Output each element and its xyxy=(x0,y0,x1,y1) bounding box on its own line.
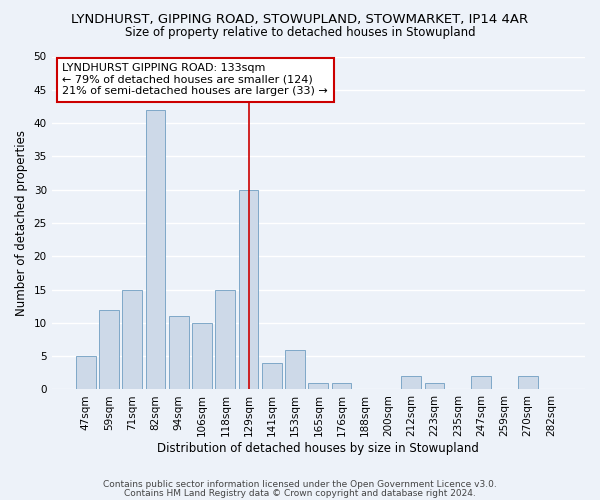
Bar xyxy=(122,290,142,390)
Bar xyxy=(146,110,166,390)
Bar xyxy=(401,376,421,390)
Bar xyxy=(192,323,212,390)
Bar xyxy=(262,363,282,390)
Bar xyxy=(518,376,538,390)
Bar xyxy=(425,383,445,390)
Text: Size of property relative to detached houses in Stowupland: Size of property relative to detached ho… xyxy=(125,26,475,39)
X-axis label: Distribution of detached houses by size in Stowupland: Distribution of detached houses by size … xyxy=(157,442,479,455)
Bar xyxy=(239,190,259,390)
Bar xyxy=(332,383,352,390)
Bar xyxy=(471,376,491,390)
Text: Contains HM Land Registry data © Crown copyright and database right 2024.: Contains HM Land Registry data © Crown c… xyxy=(124,488,476,498)
Bar xyxy=(215,290,235,390)
Bar xyxy=(76,356,95,390)
Text: LYNDHURST GIPPING ROAD: 133sqm
← 79% of detached houses are smaller (124)
21% of: LYNDHURST GIPPING ROAD: 133sqm ← 79% of … xyxy=(62,63,328,96)
Bar xyxy=(169,316,188,390)
Bar xyxy=(285,350,305,390)
Text: Contains public sector information licensed under the Open Government Licence v3: Contains public sector information licen… xyxy=(103,480,497,489)
Text: LYNDHURST, GIPPING ROAD, STOWUPLAND, STOWMARKET, IP14 4AR: LYNDHURST, GIPPING ROAD, STOWUPLAND, STO… xyxy=(71,12,529,26)
Bar xyxy=(99,310,119,390)
Y-axis label: Number of detached properties: Number of detached properties xyxy=(15,130,28,316)
Bar xyxy=(308,383,328,390)
